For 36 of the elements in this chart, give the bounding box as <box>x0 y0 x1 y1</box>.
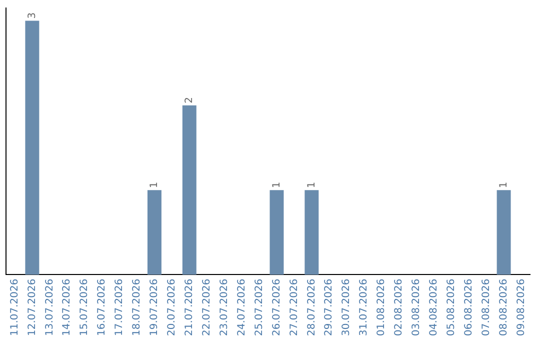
x-tick-label: 21.07.2026 <box>184 278 195 336</box>
x-tick-label: 16.07.2026 <box>96 278 108 336</box>
x-tick-label: 23.07.2026 <box>218 278 230 336</box>
x-tick-label: 18.07.2026 <box>132 278 143 336</box>
x-tick-label: 07.08.2026 <box>480 278 492 336</box>
data-label: 2 <box>184 97 195 104</box>
x-tick-label: 24.07.2026 <box>236 278 248 336</box>
x-tick-label: 13.07.2026 <box>44 278 56 336</box>
x-tick-label: 22.07.2026 <box>201 278 212 336</box>
x-tick-label: 04.08.2026 <box>428 278 440 336</box>
data-label: 1 <box>306 182 318 188</box>
data-label: 1 <box>149 182 160 188</box>
x-tick-label: 14.07.2026 <box>62 278 73 336</box>
x-tick-label: 29.07.2026 <box>324 278 335 336</box>
x-tick-label: 09.08.2026 <box>516 278 527 336</box>
x-tick-label: 03.08.2026 <box>411 278 422 336</box>
data-label: 3 <box>26 12 38 19</box>
x-tick-label: 28.07.2026 <box>306 278 318 336</box>
x-tick-label: 27.07.2026 <box>288 278 300 336</box>
x-tick-label: 06.08.2026 <box>463 278 474 336</box>
x-tick-label: 02.08.2026 <box>394 278 405 336</box>
x-tick-label: 11.07.2026 <box>9 278 20 336</box>
x-tick-label: 25.07.2026 <box>254 278 265 336</box>
x-tick-label: 17.07.2026 <box>114 278 126 336</box>
data-label: 1 <box>271 182 282 188</box>
x-tick-label: 20.07.2026 <box>166 278 178 336</box>
x-tick-label: 26.07.2026 <box>271 278 282 336</box>
x-tick-label: 31.07.2026 <box>358 278 370 336</box>
x-tick-label: 12.07.2026 <box>26 278 38 336</box>
x-tick-label: 19.07.2026 <box>149 278 160 336</box>
x-tick-label: 15.07.2026 <box>79 278 90 336</box>
x-tick-label: 08.08.2026 <box>498 278 510 336</box>
x-tick-label: 30.07.2026 <box>341 278 352 336</box>
x-tick-label: 05.08.2026 <box>446 278 457 336</box>
data-label: 1 <box>498 182 510 188</box>
x-tick-label: 01.08.2026 <box>376 278 388 336</box>
